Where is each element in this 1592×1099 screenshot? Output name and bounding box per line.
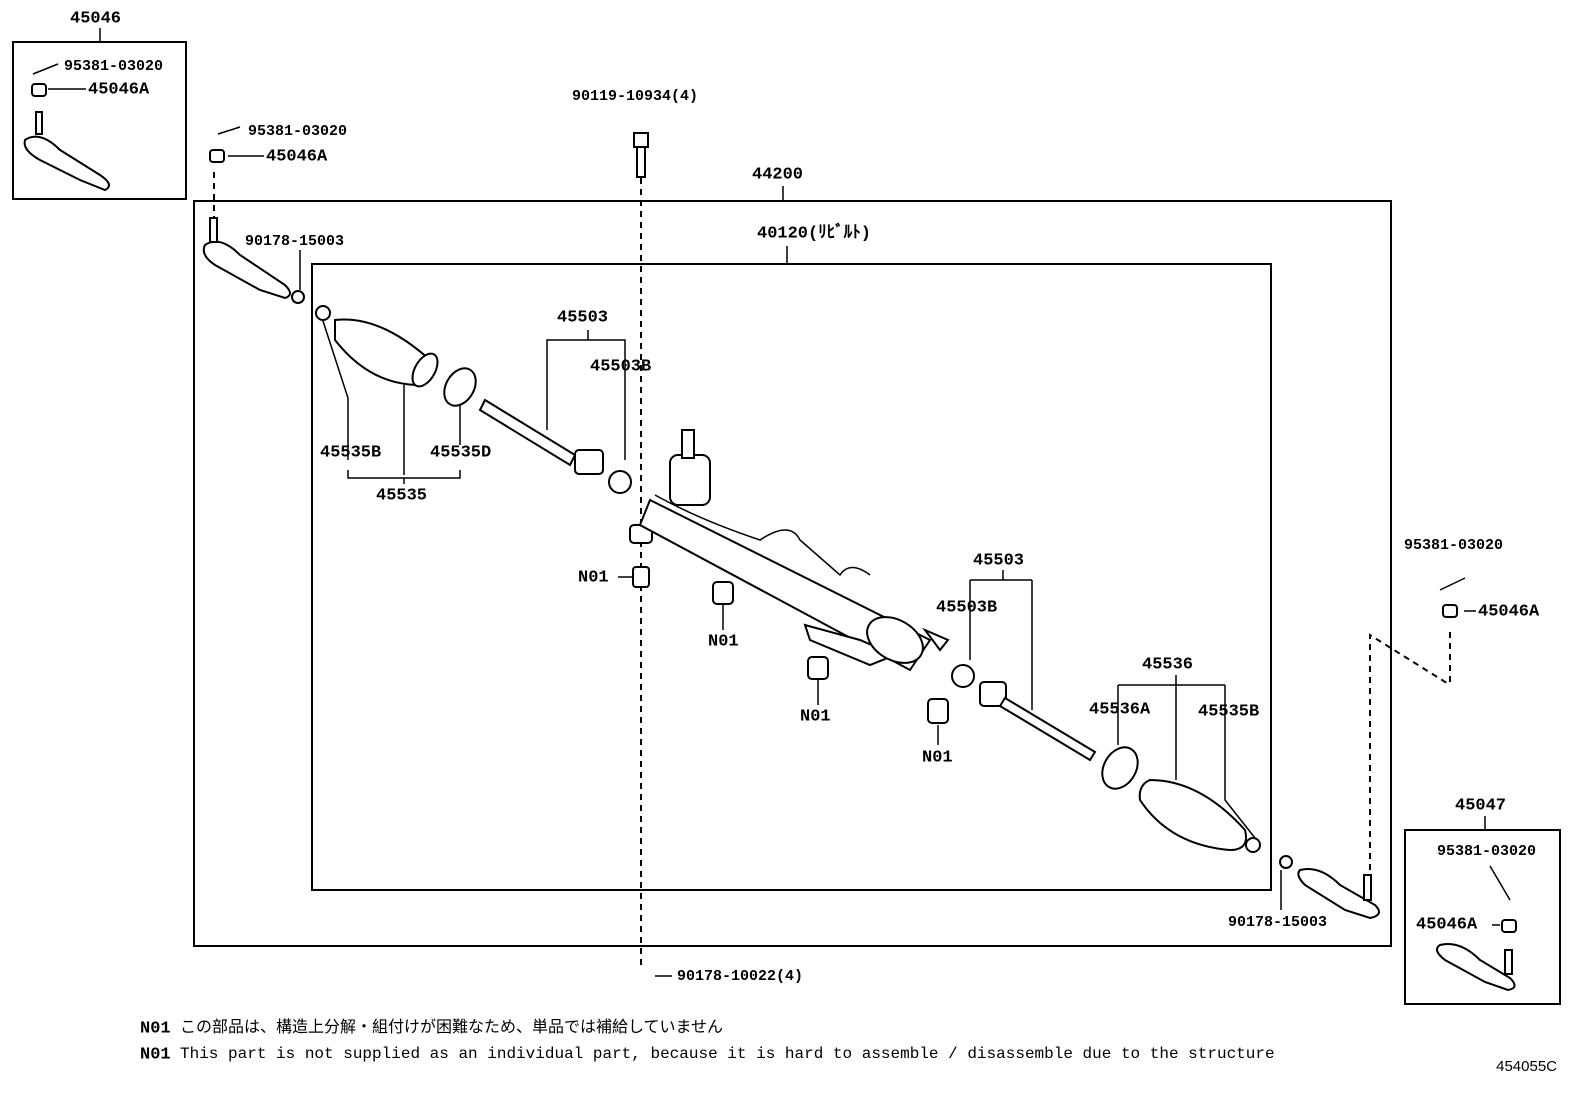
part-number: N01: [708, 632, 739, 651]
part-number: N01: [578, 568, 609, 587]
part-number: 45046A: [1478, 602, 1540, 621]
part-number: 90178-10022(4): [677, 968, 803, 985]
part-number: 90119-10934(4): [572, 88, 698, 105]
part-number: 45535D: [430, 443, 491, 462]
part-number: 45046: [70, 9, 121, 28]
kit-box: [1404, 829, 1561, 1005]
part-number: 45535B: [1198, 702, 1259, 721]
part-number: 44200: [752, 165, 803, 184]
note-text: This part is not supplied as an individu…: [180, 1045, 1275, 1063]
part-number: 45503: [973, 551, 1024, 570]
part-number: 90178-15003: [1228, 914, 1327, 931]
part-number: 45503: [557, 308, 608, 327]
part-number: 40120(ﾘﾋﾞﾙﾄ): [757, 221, 871, 243]
part-number: 45046A: [1416, 915, 1478, 934]
part-number: 95381-03020: [1437, 843, 1536, 860]
part-number: N01: [800, 707, 831, 726]
part-number: 45536: [1142, 655, 1193, 674]
note-code: N01: [140, 1019, 171, 1038]
part-number: 95381-03020: [64, 58, 163, 75]
subassembly-box: [311, 263, 1272, 891]
part-number: 45535: [376, 486, 427, 505]
parts: [23, 83, 1517, 992]
assembly-box: [193, 200, 1392, 947]
leader-lines: [32, 28, 1511, 977]
assembly-lines: [213, 172, 1451, 968]
part-number: 45046A: [266, 147, 328, 166]
part-number: 95381-03020: [1404, 537, 1503, 554]
part-number: 95381-03020: [248, 123, 347, 140]
part-number: N01: [922, 748, 953, 767]
part-number: 45536A: [1089, 700, 1151, 719]
part-number: 90178-15003: [245, 233, 344, 250]
part-number: 45535B: [320, 443, 381, 462]
note-text: この部品は、構造上分解・組付けが困難なため、単品では補給していません: [180, 1018, 723, 1037]
diagram-id: 454055C: [1496, 1058, 1557, 1075]
part-number: 45503B: [936, 598, 997, 617]
part-number: 45047: [1455, 796, 1506, 815]
note-code: N01: [140, 1045, 171, 1064]
part-number: 45046A: [88, 80, 150, 99]
part-number: 45503B: [590, 357, 651, 376]
